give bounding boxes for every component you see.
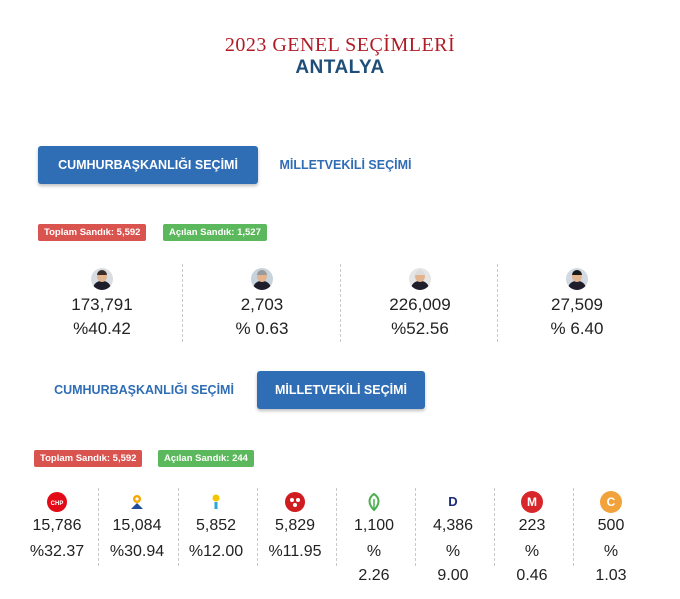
party-vote-count: 5,852 xyxy=(195,517,237,534)
candidate-vote-count: 226,009 xyxy=(389,295,451,314)
party-vote-percent-value: 2.26 xyxy=(358,567,390,584)
candidate-card-2: 2,703 % 0.63 xyxy=(202,268,322,339)
party-vote-percent-value: 0.46 xyxy=(516,567,548,584)
column-divider xyxy=(497,264,498,342)
party-vote-count: 500 xyxy=(597,517,625,534)
column-divider xyxy=(494,488,495,566)
candidate-card-3: 226,009 %52.56 xyxy=(360,268,480,339)
column-divider xyxy=(257,488,258,566)
candidate-vote-count: 2,703 xyxy=(240,295,284,314)
tab-presidential-election[interactable]: CUMHURBAŞKANLIĞI SEÇİMİ xyxy=(38,146,258,184)
column-divider xyxy=(336,488,337,566)
candidate-vote-percent: % 6.40 xyxy=(550,319,604,338)
total-ballot-badge: Toplam Sandık: 5,592 xyxy=(38,224,147,241)
party-vote-count: 223 xyxy=(518,517,546,534)
candidate-vote-count: 27,509 xyxy=(551,295,603,314)
memleket-logo-glyph: M xyxy=(521,491,543,513)
column-divider xyxy=(340,264,341,342)
candidate-photo-4 xyxy=(566,268,588,290)
yesil-sol-logo-icon xyxy=(363,491,385,513)
tab-presidential-election[interactable]: CUMHURBAŞKANLIĞI SEÇİMİ xyxy=(54,383,234,397)
column-divider xyxy=(573,488,574,566)
party-vote-count: 15,084 xyxy=(112,517,162,534)
tab-parliament-election[interactable]: MİLLETVEKİLİ SEÇİMİ xyxy=(257,371,425,409)
party-card-akp: 15,084 %30.94 xyxy=(108,491,166,564)
tab-parliament-election[interactable]: MİLLETVEKİLİ SEÇİMİ xyxy=(279,158,412,172)
opened-ballot-badge: Açılan Sandık: 244 xyxy=(158,450,254,467)
party-card-chp: CHP 15,786 %32.37 xyxy=(28,491,86,564)
party-card-yesil-sol: 1,100 % 2.26 xyxy=(345,491,403,588)
candidate-photo-2 xyxy=(251,268,273,290)
page-title: 2023 GENEL SEÇİMLERİ xyxy=(224,34,456,56)
page-subtitle-city: ANTALYA xyxy=(295,57,385,78)
party-vote-percent-sign: % xyxy=(445,543,461,560)
party-card-memleket: M 223 % 0.46 xyxy=(503,491,561,588)
total-ballot-badge: Toplam Sandık: 5,592 xyxy=(34,450,143,467)
candidate-photo-1 xyxy=(91,268,113,290)
candidate-card-4: 27,509 % 6.40 xyxy=(517,268,637,339)
column-divider xyxy=(98,488,99,566)
candidate-photo-3 xyxy=(409,268,431,290)
party-vote-percent-value: 9.00 xyxy=(437,567,469,584)
party-vote-percent-sign: % xyxy=(366,543,382,560)
iyi-logo-icon xyxy=(205,491,227,513)
party-vote-percent-value: 1.03 xyxy=(595,567,627,584)
memleket-logo-icon: M xyxy=(521,491,543,513)
party-vote-percent: %12.00 xyxy=(188,543,244,560)
candidate-vote-count: 173,791 xyxy=(71,295,133,314)
party-vote-percent: % 1.03 xyxy=(582,540,640,588)
party-vote-count: 4,386 xyxy=(432,517,474,534)
party-card-zafer: C 500 % 1.03 xyxy=(582,491,640,588)
candidate-vote-percent: %52.56 xyxy=(391,319,449,338)
party-vote-count: 5,829 xyxy=(274,517,316,534)
party-vote-percent: % 9.00 xyxy=(424,540,482,588)
column-divider xyxy=(178,488,179,566)
party-vote-percent: % 2.26 xyxy=(345,540,403,588)
mhp-logo-icon xyxy=(284,491,306,513)
party-vote-count: 15,786 xyxy=(32,517,82,534)
opened-ballot-badge: Açılan Sandık: 1,527 xyxy=(163,224,267,241)
zafer-logo-icon: C xyxy=(600,491,622,513)
party-card-dem: D 4,386 % 9.00 xyxy=(424,491,482,588)
party-vote-count: 1,100 xyxy=(353,517,395,534)
party-card-iyi: 5,852 %12.00 xyxy=(187,491,245,564)
akp-logo-icon xyxy=(126,491,148,513)
party-vote-percent: %30.94 xyxy=(109,543,165,560)
party-vote-percent-sign: % xyxy=(603,543,619,560)
column-divider xyxy=(415,488,416,566)
svg-text:CHP: CHP xyxy=(51,501,64,507)
party-vote-percent: %32.37 xyxy=(29,543,85,560)
column-divider xyxy=(182,264,183,342)
party-vote-percent: %11.95 xyxy=(268,543,322,560)
party-card-mhp: 5,829 %11.95 xyxy=(266,491,324,564)
candidate-vote-percent: % 0.63 xyxy=(235,319,289,338)
candidate-vote-percent: %40.42 xyxy=(73,319,131,338)
chp-logo-icon: CHP xyxy=(46,491,68,513)
zafer-logo-glyph: C xyxy=(600,491,622,513)
candidate-card-1: 173,791 %40.42 xyxy=(42,268,162,339)
dem-logo-glyph: D xyxy=(448,494,458,509)
dem-logo-icon: D xyxy=(442,491,464,513)
party-vote-percent: % 0.46 xyxy=(503,540,561,588)
party-vote-percent-sign: % xyxy=(524,543,540,560)
